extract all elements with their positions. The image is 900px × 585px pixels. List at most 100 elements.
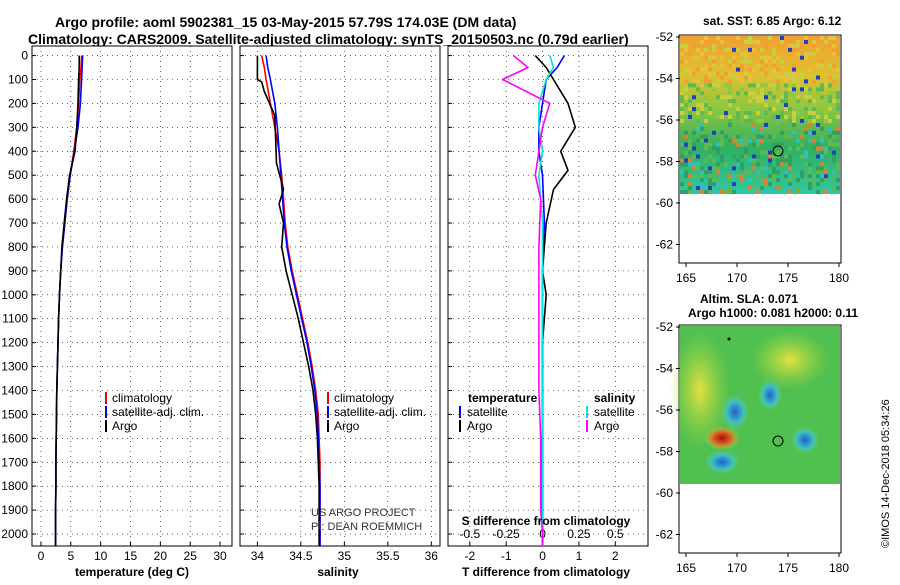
map-lat-label: -52: [656, 320, 674, 334]
depth-tick-label: 800: [8, 240, 28, 254]
sst-pixel: [696, 118, 700, 123]
sst-pixel: [712, 43, 716, 48]
sst-pixel: [796, 146, 800, 151]
sst-pixel: [756, 154, 760, 159]
sst-pixel: [832, 150, 836, 155]
sst-pixel: [712, 87, 716, 92]
sst-pixel: [716, 115, 720, 119]
sst-pixel: [700, 83, 704, 88]
sst-pixel: [680, 71, 684, 76]
sst-pixel: [784, 186, 788, 191]
sst-pixel: [832, 103, 836, 108]
sst-pixel: [824, 166, 828, 171]
sst-pixel: [760, 71, 764, 76]
sst-pixel: [720, 134, 724, 139]
legend-swatch-temp-argo: [459, 420, 461, 432]
sst-pixel: [776, 186, 780, 191]
sst-pixel: [836, 103, 840, 108]
sst-pixel: [688, 67, 692, 72]
sst-pixel: [804, 51, 808, 56]
sst-pixel: [716, 182, 720, 187]
sst-pixel: [728, 111, 732, 116]
sst-pixel: [804, 130, 808, 135]
sst-pixel: [780, 111, 784, 116]
sst-pixel: [776, 126, 780, 131]
sst-pixel: [768, 150, 772, 155]
sst-pixel: [812, 118, 816, 123]
sst-pixel: [744, 134, 748, 139]
sst-pixel: [824, 83, 828, 88]
sst-pixel: [720, 130, 724, 135]
sst-pixel: [692, 174, 696, 179]
sst-pixel: [700, 182, 704, 187]
sst-pixel: [680, 43, 684, 48]
sst-pixel: [736, 122, 740, 127]
sst-pixel: [740, 59, 744, 64]
depth-tick-label: 1700: [1, 455, 28, 469]
sst-pixel: [820, 59, 824, 64]
sst-pixel: [744, 59, 748, 64]
sst-pixel: [772, 59, 776, 64]
sst-pixel: [736, 158, 740, 163]
depth-tick-label: 1300: [1, 360, 28, 374]
sla-map-title-line-1: Altim. SLA: 0.071: [700, 292, 798, 306]
map-lon-label: 165: [676, 561, 696, 575]
map-lat-label: -60: [656, 196, 674, 210]
sst-pixel: [712, 182, 716, 187]
series-line-satellite-adj-clim-: [265, 55, 321, 546]
map-lon-label: 170: [727, 271, 747, 285]
sst-pixel: [756, 99, 760, 104]
sst-pixel: [760, 55, 764, 60]
sst-pixel: [788, 162, 792, 167]
sst-pixel: [836, 126, 840, 131]
sst-pixel: [728, 174, 732, 179]
sst-pixel: [772, 63, 776, 68]
sst-pixel: [788, 122, 792, 127]
sst-pixel: [692, 83, 696, 88]
sst-pixel: [716, 95, 720, 100]
sst-pixel: [704, 47, 708, 52]
sst-pixel: [788, 87, 792, 92]
sst-pixel: [700, 99, 704, 104]
sst-pixel: [684, 67, 688, 72]
sst-pixel: [796, 178, 800, 183]
sst-pixel: [776, 79, 780, 84]
sst-pixel: [800, 154, 804, 159]
sst-pixel: [796, 138, 800, 143]
sst-pixel: [704, 79, 708, 84]
sst-pixel: [828, 107, 832, 112]
sst-pixel: [820, 36, 824, 40]
sla-map-axes: -52 -54 -56 -58 -60 -62 165 170 175 180: [656, 320, 850, 575]
sst-pixel: [736, 91, 740, 96]
t-difference-axis: -2 -1 0 1 2: [464, 549, 618, 563]
sst-pixel: [808, 95, 812, 100]
sst-pixel: [764, 91, 768, 96]
sst-pixel: [692, 162, 696, 167]
sst-pixel: [800, 115, 804, 119]
sst-pixel: [708, 166, 712, 171]
x-tick-label: 34: [251, 549, 265, 563]
sst-pixel: [736, 75, 740, 80]
sst-pixel: [728, 190, 732, 195]
sst-pixel: [772, 47, 776, 52]
sst-pixel: [764, 178, 768, 183]
sst-pixel: [828, 75, 832, 80]
sst-pixel: [712, 166, 716, 171]
sst-pixel: [760, 99, 764, 104]
sst-pixel: [764, 122, 768, 127]
map-lat-label: -54: [656, 72, 674, 86]
sst-pixel: [836, 107, 840, 112]
sst-pixel: [760, 166, 764, 171]
depth-tick-label: 1400: [1, 383, 28, 397]
sst-pixel: [784, 107, 788, 112]
sst-pixel: [788, 134, 792, 139]
depth-tick-label: 0: [21, 49, 28, 63]
sst-pixel: [688, 83, 692, 88]
sla-map-title-line-2: Argo h1000: 0.081 h2000: 0.11: [688, 306, 858, 320]
sst-pixel: [696, 79, 700, 84]
sst-pixel: [696, 103, 700, 108]
sst-pixel: [764, 182, 768, 187]
sst-pixel: [832, 63, 836, 68]
sst-pixel: [812, 174, 816, 179]
sst-pixel: [764, 59, 768, 64]
